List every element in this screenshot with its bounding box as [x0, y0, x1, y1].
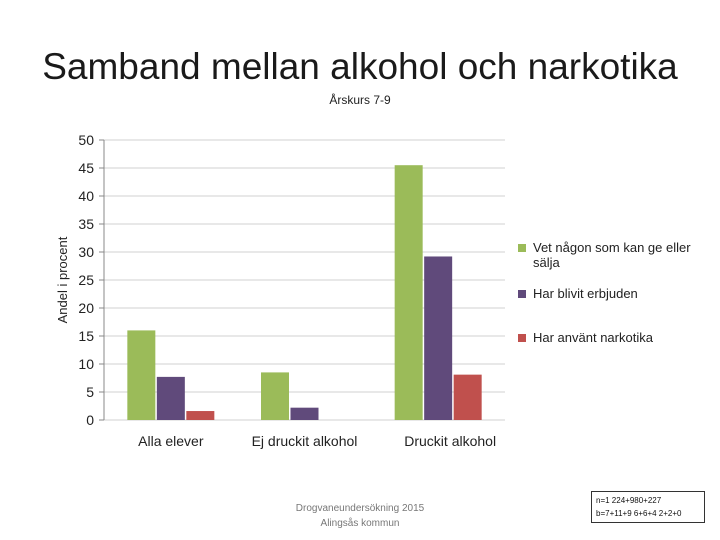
bar — [261, 372, 289, 420]
bar — [156, 376, 185, 420]
y-tick-label: 15 — [78, 328, 94, 344]
legend-item-erbjuden: Har blivit erbjuden — [518, 286, 638, 301]
legend-swatch-erbjuden — [518, 290, 526, 298]
footer-line-2: Alingsås kommun — [320, 518, 400, 529]
legend-item-vet-nagon: Vet någon som kan ge eller sälja — [518, 240, 708, 270]
y-tick-label: 35 — [78, 216, 94, 232]
y-tick-label: 40 — [78, 188, 94, 204]
bar — [453, 374, 482, 420]
bar — [424, 256, 453, 420]
legend-swatch-anvant — [518, 334, 526, 342]
legend-item-anvant: Har använt narkotika — [518, 330, 653, 345]
y-axis-label: Andel i procent — [55, 236, 70, 323]
y-tick-label: 30 — [78, 244, 94, 260]
bar — [127, 330, 156, 420]
footer-line-1: Drogvaneundersökning 2015 — [295, 503, 425, 514]
y-tick-label: 45 — [78, 160, 94, 176]
x-tick-label: Ej druckit alkohol — [252, 433, 358, 449]
bar — [394, 165, 423, 420]
y-tick-label: 5 — [86, 384, 94, 400]
source-footer: Drogvaneundersökning 2015 Alingsås kommu… — [270, 501, 450, 531]
y-tick-label: 20 — [78, 300, 94, 316]
legend-swatch-vet-nagon — [518, 244, 526, 252]
x-tick-label: Alla elever — [138, 433, 204, 449]
bar — [186, 411, 215, 420]
legend-label-erbjuden: Har blivit erbjuden — [533, 286, 638, 301]
legend-label-vet-nagon: Vet någon som kan ge eller sälja — [533, 240, 691, 270]
sample-size-line-2: b=7+11+9 6+6+4 2+2+0 — [596, 509, 682, 518]
y-tick-label: 10 — [78, 356, 94, 372]
chart-title: Samband mellan alkohol och narkotika — [42, 46, 678, 87]
y-tick-label: 0 — [86, 412, 94, 428]
y-tick-label: 50 — [78, 132, 94, 148]
sample-size-box: n=1 224+980+227 b=7+11+9 6+6+4 2+2+0 — [591, 491, 705, 523]
sample-size-line-1: n=1 224+980+227 — [596, 496, 662, 505]
y-tick-label: 25 — [78, 272, 94, 288]
legend-label-anvant: Har använt narkotika — [533, 330, 653, 345]
x-tick-label: Druckit alkohol — [404, 433, 496, 449]
bar — [290, 407, 319, 420]
chart-subtitle: Årskurs 7-9 — [329, 93, 391, 107]
